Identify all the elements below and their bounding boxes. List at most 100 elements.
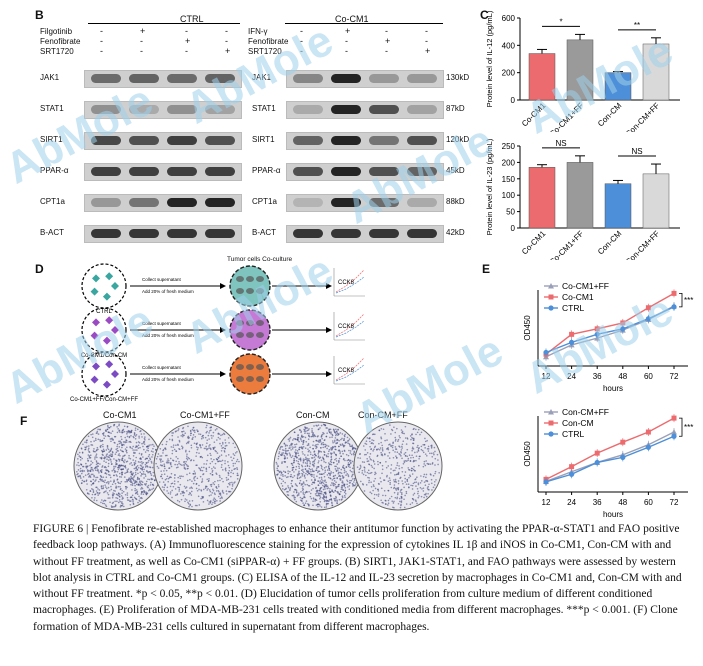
colony [362,473,365,476]
colony [293,446,295,449]
colony [168,461,170,464]
colony [400,501,403,503]
colony [286,444,289,447]
colony [289,453,291,456]
colony [330,463,333,466]
colony [140,454,143,456]
colony [165,443,168,446]
colony [105,473,108,475]
colony [394,436,397,439]
colony [164,467,166,470]
colony [347,439,350,442]
treatment-name: Fenofibrate [40,37,81,46]
colony [401,480,404,482]
colony [219,476,221,478]
colony [156,465,159,468]
blot-band [205,74,235,83]
colony [334,474,337,477]
colony [336,439,339,441]
colony [307,442,310,445]
colony [116,466,119,469]
colony [130,483,132,486]
colony [326,444,328,447]
colony [335,486,338,489]
colony [371,439,373,441]
colony [328,448,331,451]
colony [133,496,136,499]
colony [209,472,212,475]
colony [161,473,163,476]
colony [170,461,172,464]
colony [198,433,200,435]
colony [188,457,191,460]
colony [348,449,350,452]
colony [382,502,384,504]
colony [113,480,116,483]
colony [327,476,330,479]
colony [404,481,407,483]
colony [290,449,292,451]
colony [343,435,346,438]
colony [312,460,315,463]
colony [134,481,136,483]
colony [329,436,331,439]
colony [191,500,194,502]
colony [145,482,147,485]
colony [394,451,396,453]
tumor-dish [229,309,271,351]
colony [185,463,188,466]
colony [117,492,120,495]
colony [209,500,212,503]
colony [122,505,125,508]
colony [380,437,383,440]
colony [336,467,339,469]
colony [135,456,138,459]
colony [91,493,94,496]
colony [180,434,183,437]
colony [422,465,425,468]
significance-bracket [679,292,683,308]
colony [162,481,165,483]
colony [80,463,83,466]
colony [325,466,327,468]
colony [118,423,120,426]
colony [134,471,137,474]
treatment-mark: + [140,26,146,36]
colony [86,445,88,448]
colony [306,457,309,460]
colony [139,484,141,487]
colony [332,471,335,474]
colony [412,468,415,471]
blot-band [293,136,323,145]
colony [139,471,142,474]
colony [215,473,218,475]
colony [161,443,164,446]
colony [282,470,285,473]
colony [211,503,213,506]
colony [319,427,321,429]
colony [188,450,191,453]
colony [283,449,285,452]
colony [387,448,390,451]
colony [190,444,193,447]
colony [422,490,425,492]
colony [394,469,396,472]
colony [177,466,179,468]
colony [400,455,402,457]
colony [79,467,82,470]
legend-label: CTRL [562,303,584,313]
colony [204,436,207,439]
colony [435,479,437,481]
colony [407,467,410,469]
colony [345,453,348,456]
colony [154,479,156,481]
colony [375,493,378,496]
colony [420,495,423,498]
colony [162,452,164,454]
colony [338,459,340,462]
colony [336,485,339,488]
colony [420,475,422,477]
colony [227,472,229,474]
colony [133,434,136,436]
colony [373,467,375,470]
